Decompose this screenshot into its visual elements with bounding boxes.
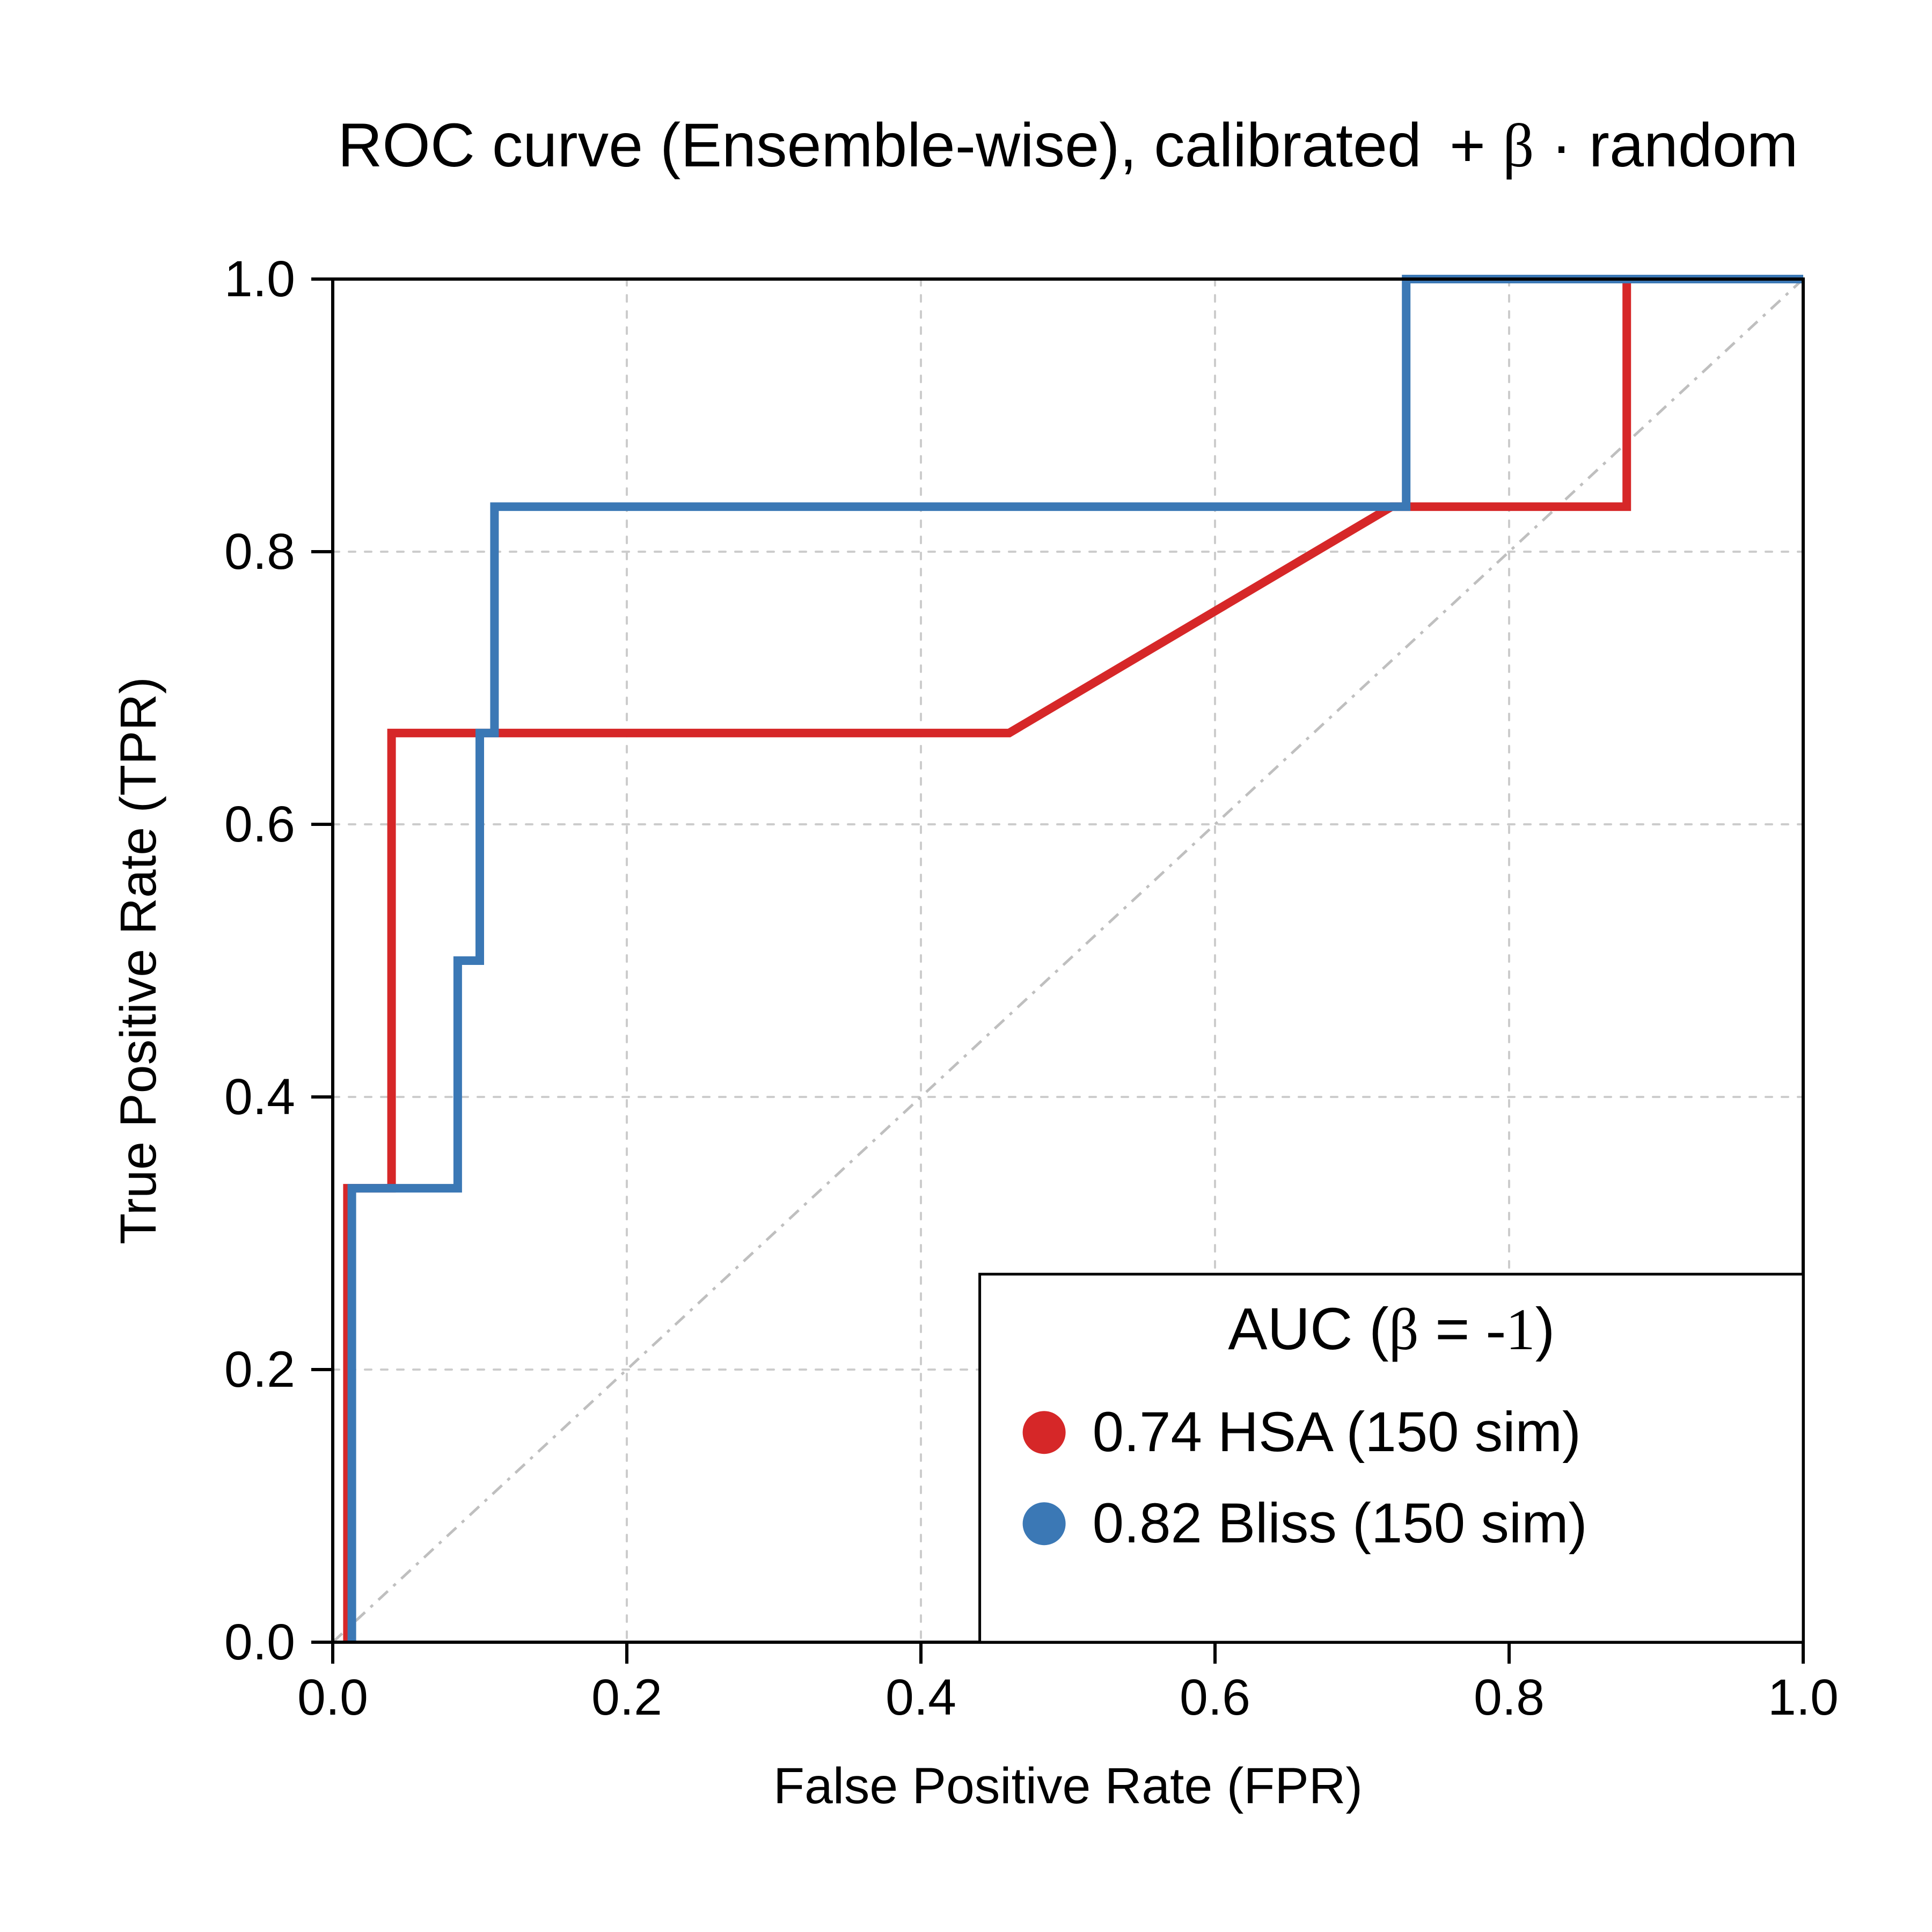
y-tick-label: 0.2 <box>224 1341 295 1398</box>
y-axis-label: True Positive Rate (TPR) <box>110 677 167 1245</box>
y-tick-label: 0.0 <box>224 1614 295 1671</box>
chart-title: ROC curve (Ensemble-wise), calibrated + … <box>338 111 1798 180</box>
y-tick-label: 1.0 <box>224 251 295 308</box>
x-tick-label: 0.4 <box>885 1669 956 1726</box>
x-tick-label: 1.0 <box>1768 1669 1839 1726</box>
legend: AUC (β = -1) 0.74 HSA (150 sim) 0.82 Bliss… <box>980 1274 1803 1642</box>
legend-label: 0.82 Bliss (150 sim) <box>1093 1492 1587 1555</box>
legend-marker <box>1023 1411 1066 1454</box>
x-tick-label: 0.8 <box>1474 1669 1545 1726</box>
x-tick-label: 0.2 <box>591 1669 662 1726</box>
x-tick-label: 0.6 <box>1180 1669 1250 1726</box>
legend-label: 0.74 HSA (150 sim) <box>1093 1401 1581 1463</box>
y-tick-label: 0.8 <box>224 523 295 580</box>
x-tick-label: 0.0 <box>297 1669 368 1726</box>
y-tick-label: 0.4 <box>224 1069 295 1125</box>
x-axis-label: False Positive Rate (FPR) <box>773 1758 1363 1814</box>
legend-title: AUC (β = -1) <box>1228 1296 1555 1362</box>
legend-marker <box>1023 1502 1066 1545</box>
y-tick-label: 0.6 <box>224 796 295 853</box>
